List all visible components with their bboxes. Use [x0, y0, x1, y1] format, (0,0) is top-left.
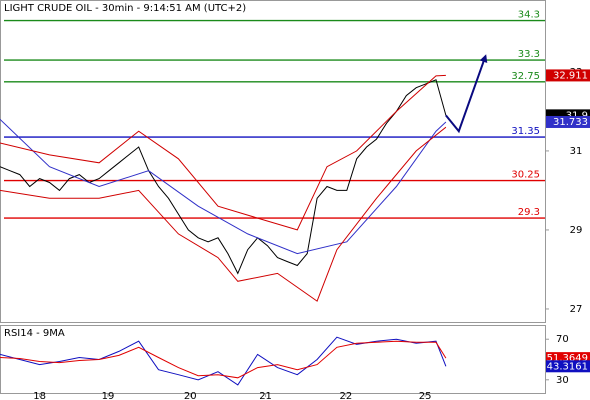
- series-line: [0, 118, 447, 255]
- value-box-label: 43.3161: [547, 361, 588, 372]
- level-label: 31.35: [511, 126, 540, 137]
- rsi-title: RSI14 - 9MA: [4, 328, 65, 339]
- rsi-panel: [0, 325, 546, 394]
- series-line: [0, 79, 447, 275]
- value-box: [546, 115, 590, 128]
- price-panel: [0, 0, 546, 323]
- series-line: [0, 336, 447, 386]
- x-tick-label: 25: [419, 391, 432, 400]
- series-line: [0, 126, 447, 302]
- y-tick-label: 27: [570, 304, 583, 315]
- x-tick-label: 21: [259, 391, 272, 400]
- rsi-tick-label: 30: [556, 375, 569, 386]
- series-line: [0, 340, 447, 379]
- series-line: [445, 54, 488, 134]
- value-box-label: 31.9: [566, 110, 588, 121]
- level-label: 30.25: [511, 170, 540, 181]
- x-tick-label: 18: [33, 391, 46, 400]
- x-tick-label: 22: [339, 391, 352, 400]
- level-label: 32.75: [511, 71, 540, 82]
- y-tick-label: 29: [570, 225, 583, 236]
- value-box-label: 51.3649: [547, 353, 588, 364]
- level-label: 29.3: [518, 207, 540, 218]
- chart-title: LIGHT CRUDE OIL - 30min - 9:14:51 AM (UT…: [4, 3, 246, 14]
- value-box: [546, 360, 590, 373]
- level-label: 33.3: [518, 49, 540, 60]
- rsi-tick-label: 70: [556, 334, 569, 345]
- y-tick-label: 31: [570, 146, 583, 157]
- value-box-label: 31.733: [553, 117, 588, 128]
- value-box-label: 32.911: [553, 70, 588, 81]
- x-tick-label: 19: [102, 391, 115, 400]
- x-tick-label: 20: [184, 391, 197, 400]
- level-label: 34.3: [518, 10, 540, 21]
- series-line: [0, 74, 446, 231]
- value-box: [546, 69, 590, 82]
